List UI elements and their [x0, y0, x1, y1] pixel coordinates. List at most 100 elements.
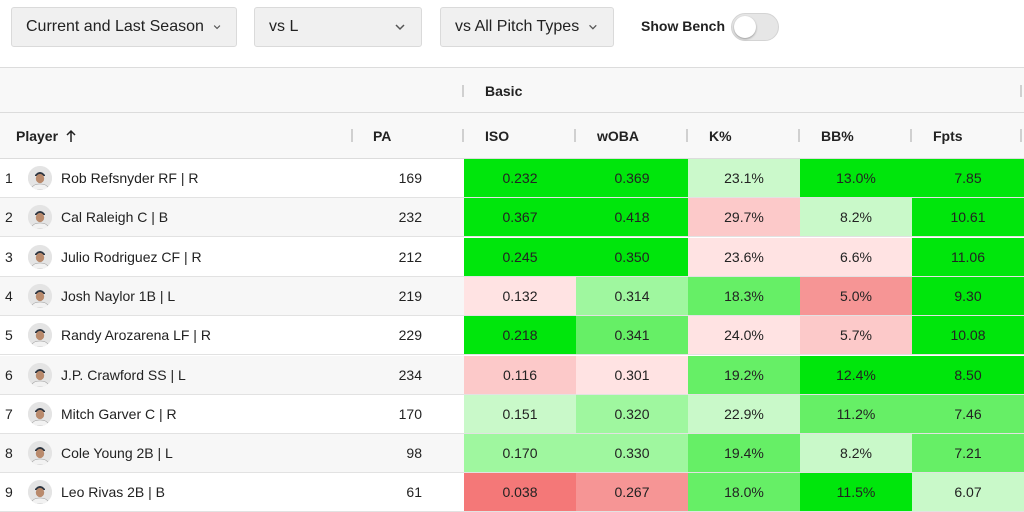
avatar: [28, 244, 52, 269]
chevron-down-icon: [395, 24, 405, 31]
cell-woba: 0.350: [576, 237, 688, 276]
cell-woba: 0.330: [576, 434, 688, 473]
split-select[interactable]: vs L: [254, 7, 422, 47]
cell-fpts: 8.50: [912, 355, 1024, 394]
cell-fpts: 7.85: [912, 159, 1024, 197]
player-headshot-icon: [28, 283, 52, 308]
row-rank: 5: [5, 327, 13, 344]
column-header-pa[interactable]: PA: [373, 113, 391, 158]
row-rank: 3: [5, 248, 13, 265]
cell-woba: 0.418: [576, 198, 688, 237]
cell-kpct: 22.9%: [688, 394, 800, 433]
player-name[interactable]: Mitch Garver C | R: [61, 405, 177, 422]
column-header-iso-label: ISO: [485, 127, 510, 144]
column-header-iso[interactable]: ISO: [485, 113, 509, 158]
show-bench-toggle[interactable]: [731, 13, 779, 41]
player-name[interactable]: Randy Arozarena LF | R: [61, 327, 211, 344]
cell-woba: 0.320: [576, 394, 688, 433]
column-header-k-pct[interactable]: K%: [709, 113, 732, 158]
chevron-down-icon: [213, 25, 221, 30]
cell-fpts: 6.07: [912, 473, 1024, 512]
cell-bbpct: 11.5%: [800, 473, 912, 512]
chevron-down-icon: [589, 24, 597, 30]
player-name[interactable]: Leo Rivas 2B | B: [61, 484, 166, 501]
player-headshot-icon: [28, 362, 52, 387]
column-header-player-label: Player: [16, 127, 59, 144]
season-select[interactable]: Current and Last Season: [11, 7, 237, 47]
cell-iso: 0.218: [464, 316, 576, 355]
player-headshot-icon: [28, 401, 52, 426]
cell-iso: 0.245: [464, 237, 576, 276]
cell-woba: 0.301: [576, 355, 688, 394]
cell-woba: 0.341: [576, 316, 688, 355]
cell-pa: 98: [406, 445, 422, 462]
player-name[interactable]: Cal Raleigh C | B: [61, 209, 169, 226]
cell-bbpct: 5.7%: [800, 316, 912, 355]
row-rank: 9: [5, 484, 13, 501]
table-row[interactable]: 1 Rob Refsnyder RF | R 169 0.232 0.369 23.1% 1…: [0, 159, 1024, 198]
table-row[interactable]: 3 Julio Rodriguez CF | R 212 0.245 0.350 23.6…: [0, 237, 1024, 277]
column-resize-handle[interactable]: [686, 129, 688, 142]
column-header-fpts-label: Fpts: [933, 127, 963, 144]
table-row[interactable]: 9 Leo Rivas 2B | B 61 0.038 0.267 18.0% 11.5% 6…: [0, 473, 1024, 512]
cell-fpts: 9.30: [912, 276, 1024, 315]
column-resize-handle[interactable]: [351, 129, 353, 142]
column-header-woba-label: wOBA: [597, 127, 639, 144]
table-row[interactable]: 8 Cole Young 2B | L 98 0.170 0.330 19.4% 8.2% 7…: [0, 434, 1024, 474]
column-separator: [1020, 85, 1022, 97]
cell-pa: 61: [406, 484, 422, 501]
column-header-bb-pct[interactable]: BB%: [821, 113, 854, 158]
cell-pa: 169: [398, 170, 422, 186]
cell-pa: 229: [398, 327, 422, 344]
column-header-bb-pct-label: BB%: [821, 127, 854, 144]
player-headshot-icon: [28, 441, 52, 466]
cell-pa: 170: [398, 405, 422, 422]
cell-kpct: 18.0%: [688, 473, 800, 512]
column-header-woba[interactable]: wOBA: [597, 113, 639, 158]
player-headshot-icon: [28, 323, 52, 348]
player-name[interactable]: Cole Young 2B | L: [61, 445, 173, 462]
row-rank: 7: [5, 405, 13, 422]
avatar: [28, 480, 52, 505]
column-header-pa-label: PA: [373, 127, 392, 144]
player-headshot-icon: [28, 205, 52, 230]
cell-woba: 0.314: [576, 276, 688, 315]
cell-iso: 0.170: [464, 434, 576, 473]
cell-kpct: 19.2%: [688, 355, 800, 394]
player-name[interactable]: Josh Naylor 1B | L: [61, 287, 176, 304]
player-name[interactable]: Julio Rodriguez CF | R: [61, 248, 202, 265]
split-select-value: vs L: [269, 18, 299, 35]
table-row[interactable]: 6 J.P. Crawford SS | L 234 0.116 0.301 19.2% 1…: [0, 355, 1024, 395]
column-header-k-pct-label: K%: [709, 127, 732, 144]
table-row[interactable]: 5 Randy Arozarena LF | R 229 0.218 0.341 24.0…: [0, 316, 1024, 356]
column-header-player[interactable]: Player: [16, 113, 77, 158]
column-group-basic: Basic: [485, 83, 523, 99]
cell-bbpct: 8.2%: [800, 434, 912, 473]
table-row[interactable]: 2 Cal Raleigh C | B 232 0.367 0.418 29.7% 8.2%…: [0, 198, 1024, 238]
column-separator: [462, 85, 464, 97]
column-resize-handle[interactable]: [574, 129, 576, 142]
column-header-row: Player PA ISO wOBA K% BB% Fpts: [0, 113, 1024, 159]
column-resize-handle[interactable]: [798, 129, 800, 142]
player-headshot-icon: [28, 244, 52, 269]
cell-fpts: 10.61: [912, 198, 1024, 237]
column-resize-handle[interactable]: [1020, 129, 1022, 142]
cell-kpct: 23.1%: [688, 159, 800, 197]
cell-bbpct: 5.0%: [800, 276, 912, 315]
cell-iso: 0.132: [464, 276, 576, 315]
filter-toolbar: Current and Last Season vs L vs All Pitc…: [0, 0, 1024, 66]
column-header-fpts[interactable]: Fpts: [933, 113, 963, 158]
player-name[interactable]: Rob Refsnyder RF | R: [61, 170, 199, 186]
column-resize-handle[interactable]: [910, 129, 912, 142]
lineup-stats-table: Basic Player PA ISO wOBA K% BB% Fpts: [0, 67, 1024, 512]
table-row[interactable]: 4 Josh Naylor 1B | L 219 0.132 0.314 18.3% 5.0…: [0, 276, 1024, 316]
table-row[interactable]: 7 Mitch Garver C | R 170 0.151 0.320 22.9% 11.…: [0, 394, 1024, 434]
pitch-type-select[interactable]: vs All Pitch Types: [440, 7, 614, 47]
column-resize-handle[interactable]: [462, 129, 464, 142]
avatar: [28, 362, 52, 387]
player-headshot-icon: [28, 166, 52, 190]
player-name[interactable]: J.P. Crawford SS | L: [61, 366, 186, 383]
cell-pa: 219: [398, 287, 422, 304]
cell-woba: 0.369: [576, 159, 688, 197]
toggle-knob: [734, 16, 756, 38]
